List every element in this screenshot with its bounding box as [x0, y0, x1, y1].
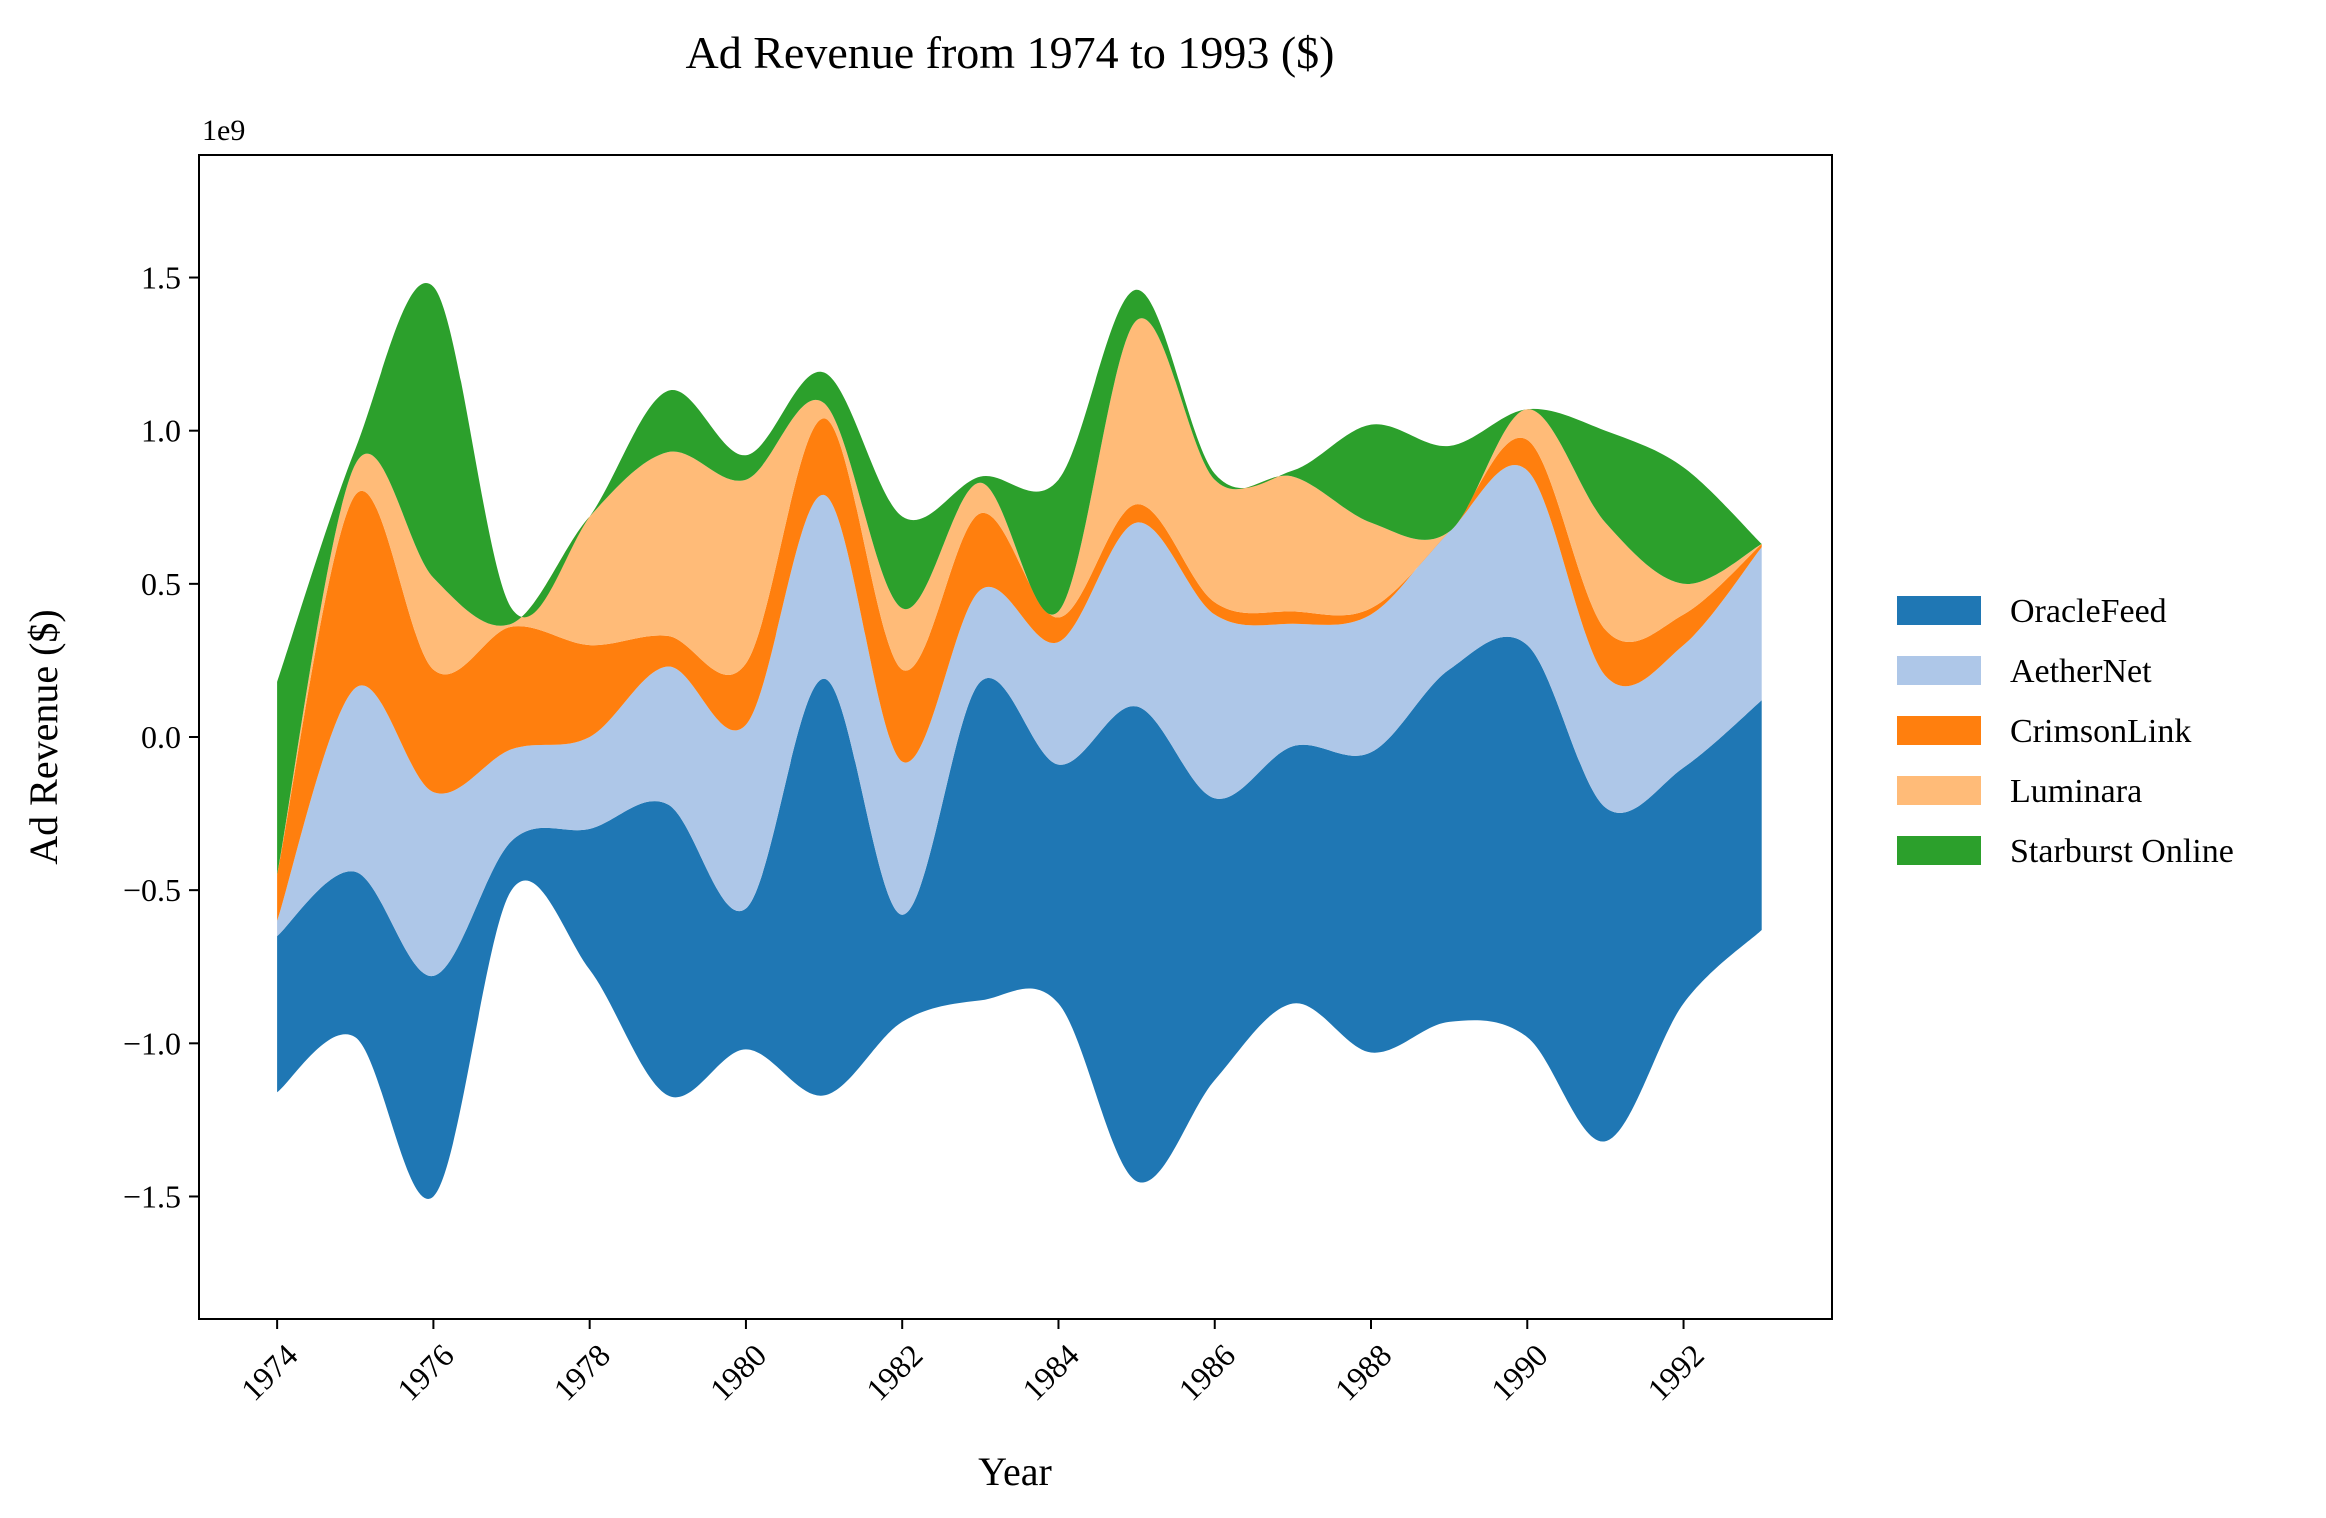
- x-tick-label: 1988: [1328, 1337, 1399, 1408]
- y-tick-label: 0.5: [141, 566, 181, 602]
- legend-swatch: [1897, 836, 1981, 865]
- y-offset-label: 1e9: [202, 114, 245, 147]
- legend: OracleFeed AetherNet CrimsonLink Luminara St…: [1897, 593, 2234, 870]
- legend-swatch: [1897, 716, 1981, 745]
- x-tick-label: 1982: [859, 1337, 930, 1408]
- stream-layer-aethernet: [277, 465, 1762, 977]
- y-axis-label: Ad Revenue ($): [21, 609, 66, 864]
- x-axis: 1974 1976 1978 1980 1982 1984 1986 1988 1990 1992: [234, 1319, 1711, 1408]
- legend-label: OracleFeed: [2010, 593, 2167, 630]
- legend-swatch: [1897, 596, 1981, 625]
- y-tick-label: −0.5: [123, 872, 181, 908]
- y-tick-label: 0.0: [141, 719, 181, 755]
- x-tick-label: 1986: [1171, 1337, 1242, 1408]
- stream-layer-luminara: [277, 318, 1762, 875]
- x-tick-label: 1980: [703, 1337, 774, 1408]
- legend-label: Luminara: [2010, 773, 2142, 810]
- legend-swatch: [1897, 776, 1981, 805]
- y-axis: −1.5 −1.0 −0.5 0.0 0.5 1.0 1.5: [123, 260, 199, 1214]
- stream-layer-starburst-online: [277, 283, 1762, 875]
- stream-layer-oraclefeed: [277, 636, 1762, 1199]
- legend-label: Starburst Online: [2010, 833, 2234, 870]
- legend-label: CrimsonLink: [2010, 713, 2191, 750]
- stream-layers: [277, 283, 1762, 1199]
- x-tick-label: 1992: [1640, 1337, 1711, 1408]
- chart-title: Ad Revenue from 1974 to 1993 ($): [686, 27, 1335, 78]
- legend-swatch: [1897, 656, 1981, 685]
- x-axis-label: Year: [978, 1449, 1052, 1494]
- x-tick-label: 1974: [234, 1337, 305, 1408]
- x-tick-label: 1990: [1484, 1337, 1555, 1408]
- x-tick-label: 1978: [546, 1337, 617, 1408]
- x-tick-label: 1984: [1015, 1337, 1086, 1408]
- legend-label: AetherNet: [2010, 653, 2152, 690]
- y-tick-label: −1.5: [123, 1178, 181, 1214]
- x-tick-label: 1976: [390, 1337, 461, 1408]
- plot-area: [277, 283, 1762, 1199]
- stream-layer-crimsonlink: [277, 418, 1762, 921]
- y-tick-label: −1.0: [123, 1025, 181, 1061]
- y-tick-label: 1.5: [141, 260, 181, 296]
- y-tick-label: 1.0: [141, 413, 181, 449]
